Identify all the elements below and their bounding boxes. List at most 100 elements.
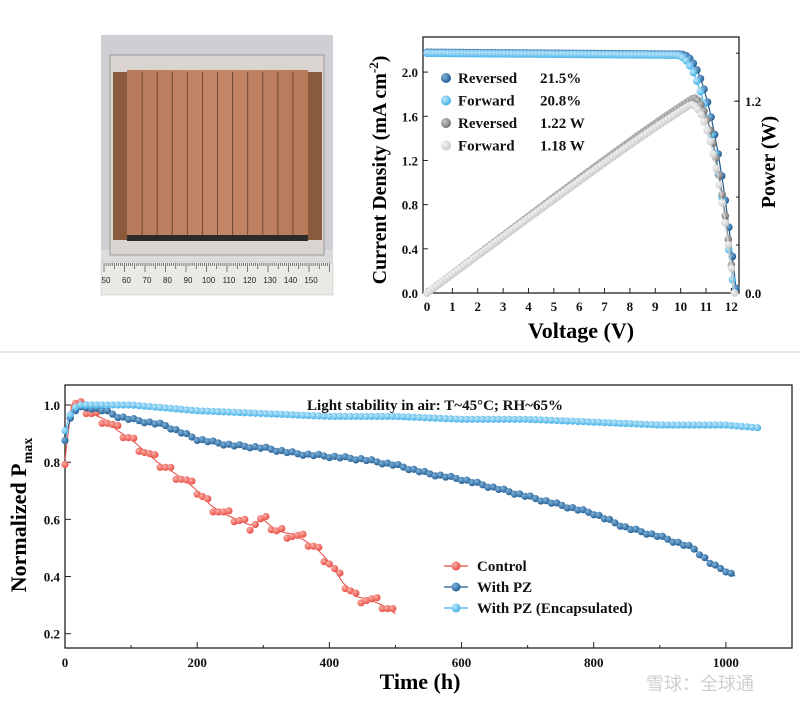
stability-data-point bbox=[664, 421, 672, 429]
stability-data-point bbox=[605, 515, 614, 523]
jv-y-tick-label: 1.6 bbox=[402, 109, 419, 124]
stability-data-point bbox=[220, 441, 228, 449]
jv-data-point bbox=[696, 87, 705, 96]
jv-x-tick-label: 10 bbox=[674, 299, 687, 314]
stability-data-point bbox=[283, 448, 291, 457]
stability-data-point bbox=[204, 407, 212, 415]
ruler-label: 130 bbox=[263, 276, 277, 285]
stability-data-point bbox=[214, 408, 222, 416]
stability-data-point bbox=[225, 408, 233, 416]
ruler-label: 110 bbox=[223, 276, 236, 285]
jv-y-tick-label: 1.2 bbox=[402, 153, 418, 168]
stability-data-point bbox=[283, 411, 291, 419]
cell-scribe-lines bbox=[141, 72, 294, 236]
jv-legend-label: Reversed bbox=[458, 71, 518, 87]
stability-data-point bbox=[230, 408, 238, 416]
jv-legend-label: Reversed bbox=[458, 116, 518, 132]
stability-data-point bbox=[658, 421, 667, 429]
stability-data-point bbox=[621, 419, 630, 428]
stability-data-point bbox=[521, 492, 529, 500]
stability-data-point bbox=[516, 415, 524, 423]
stability-data-point bbox=[426, 414, 434, 422]
stability-data-point bbox=[87, 401, 96, 409]
stability-data-point bbox=[130, 401, 138, 409]
jv-legend: Reversed 21.5% Forward 20.8% Reversed 1.22 W F… bbox=[441, 71, 585, 155]
jv-legend-label: Forward bbox=[458, 94, 515, 110]
stability-data-point bbox=[103, 401, 111, 409]
stability-data-point bbox=[627, 420, 635, 428]
stability-data-point bbox=[711, 561, 719, 569]
jv-data-point bbox=[697, 110, 705, 119]
stability-data-point bbox=[452, 415, 460, 423]
stability-data-point bbox=[145, 403, 154, 411]
stability-chart: 0 200 400 600 800 1000 0.2 0.4 0.6 0.8 1.0 Light s… bbox=[6, 384, 793, 694]
stability-data-point bbox=[389, 461, 397, 469]
stability-y-tick-label: 0.2 bbox=[44, 627, 60, 642]
left-electrode bbox=[113, 72, 127, 240]
jv-x-tick-label: 1 bbox=[449, 299, 456, 314]
jv-y2-axis-title: Power (W) bbox=[758, 116, 780, 208]
stability-y-tick-label: 0.8 bbox=[44, 455, 61, 470]
stability-y-tick-label: 0.6 bbox=[44, 512, 61, 527]
jv-y-tick-label: 0.0 bbox=[402, 286, 418, 301]
stability-data-point bbox=[66, 411, 74, 419]
stability-data-point bbox=[653, 421, 661, 429]
stability-data-point bbox=[373, 594, 381, 602]
jv-x-tick-label: 6 bbox=[576, 299, 583, 314]
stability-data-point bbox=[510, 415, 519, 423]
stability-data-point bbox=[695, 421, 704, 429]
stability-data-point bbox=[574, 417, 582, 426]
stability-data-point bbox=[124, 401, 133, 409]
stability-data-point bbox=[108, 410, 117, 418]
jv-y2-tick-label: 1.2 bbox=[745, 94, 761, 109]
stability-data-point bbox=[531, 416, 540, 424]
stability-legend-marker bbox=[451, 561, 461, 571]
stability-data-point bbox=[61, 460, 69, 469]
stability-data-point bbox=[98, 407, 106, 415]
jv-data-point bbox=[700, 117, 708, 126]
stability-data-point bbox=[537, 497, 545, 505]
stability-data-point bbox=[114, 413, 122, 422]
jv-legend-value: 1.18 W bbox=[540, 139, 585, 155]
ruler-label: 90 bbox=[184, 276, 193, 285]
stability-legend-label: With PZ (Encapsulated) bbox=[477, 601, 633, 617]
stability-data-point bbox=[463, 415, 471, 423]
jv-legend-marker bbox=[441, 73, 451, 83]
ruler-label: 70 bbox=[143, 276, 152, 285]
stability-data-point bbox=[204, 495, 212, 503]
jv-plot-frame bbox=[422, 36, 740, 294]
jv-y-tick-label: 0.4 bbox=[402, 242, 419, 257]
stability-data-point bbox=[61, 436, 69, 445]
stability-data-point bbox=[600, 515, 608, 523]
stability-data-point bbox=[161, 421, 170, 430]
stability-data-point bbox=[114, 421, 122, 430]
stability-data-point bbox=[584, 418, 593, 426]
jv-x-tick-label: 7 bbox=[601, 299, 608, 314]
stability-data-point bbox=[447, 415, 455, 423]
jv-x-tick-label: 12 bbox=[725, 299, 738, 314]
stability-data-point bbox=[225, 507, 233, 515]
stability-data-point bbox=[574, 506, 582, 514]
stability-data-point bbox=[167, 425, 175, 433]
stability-x-axis-title: Time (h) bbox=[380, 669, 461, 694]
jv-data-point bbox=[730, 289, 739, 297]
stability-data-point bbox=[706, 421, 714, 429]
stability-data-point bbox=[526, 415, 534, 424]
stability-data-point bbox=[468, 415, 476, 423]
stability-data-point bbox=[214, 508, 222, 516]
stability-data-point bbox=[680, 421, 688, 429]
stability-data-point bbox=[325, 560, 333, 568]
stability-data-point bbox=[304, 542, 312, 550]
stability-data-point bbox=[394, 412, 402, 421]
stability-data-point bbox=[590, 511, 598, 519]
jv-y2-tick-label: 0.0 bbox=[745, 286, 761, 301]
stability-legend-marker bbox=[451, 603, 461, 613]
stability-data-point bbox=[193, 407, 201, 415]
stability-data-point bbox=[383, 412, 392, 421]
jv-legend-marker bbox=[441, 95, 451, 106]
stability-data-point bbox=[246, 409, 254, 417]
stability-data-point bbox=[357, 412, 365, 421]
jv-x-tick-label: 2 bbox=[474, 299, 481, 314]
ruler-ticks: 50 60 70 80 90 100 110 120 130 140 150 bbox=[102, 263, 330, 285]
